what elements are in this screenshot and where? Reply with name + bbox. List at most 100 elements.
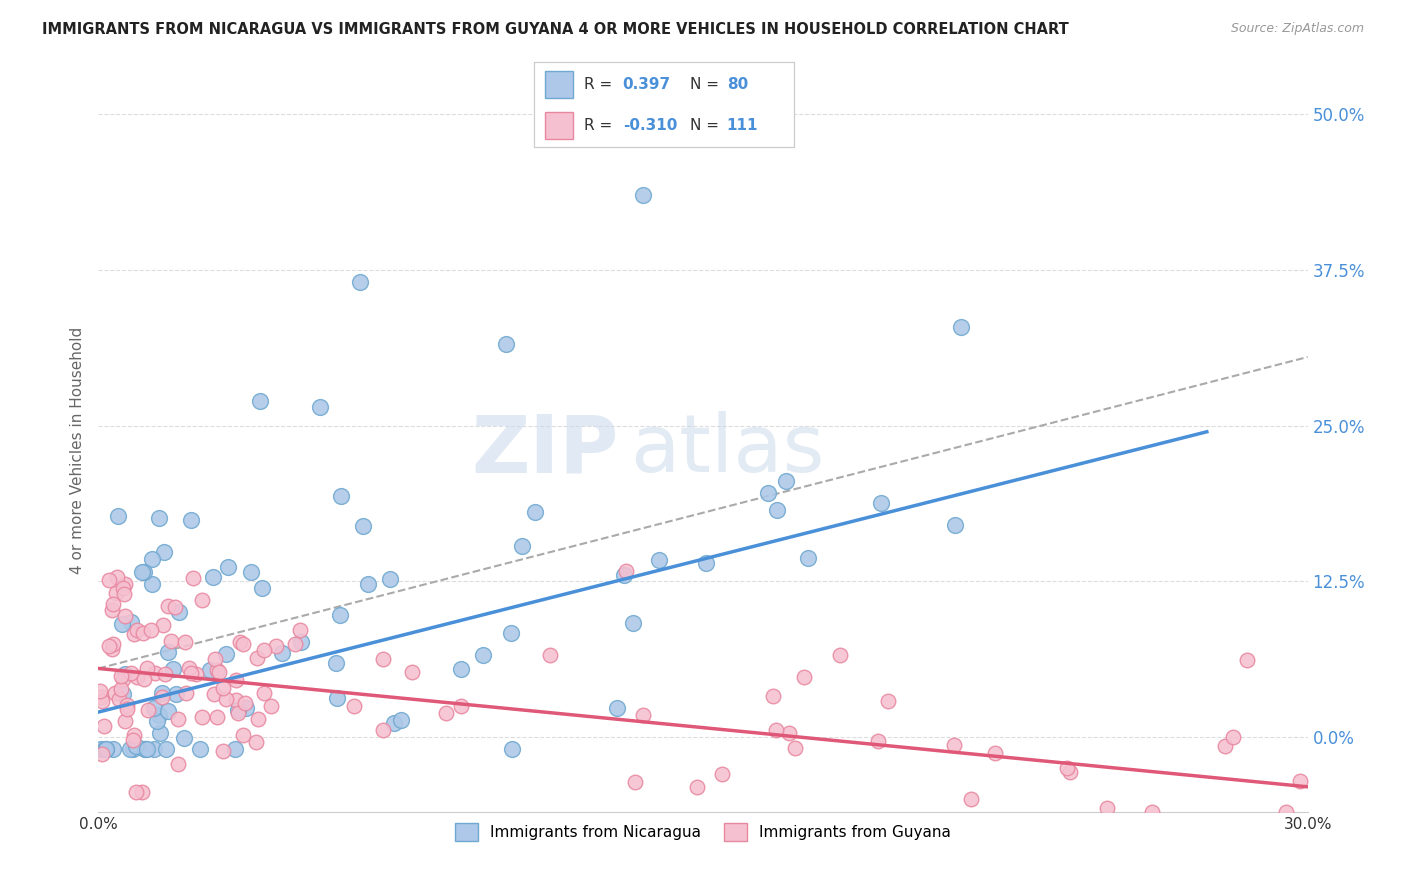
Point — [224, 742, 246, 756]
Point — [710, 766, 733, 780]
Point — [153, 667, 176, 681]
Point — [471, 648, 494, 662]
Point — [766, 503, 789, 517]
Point — [1275, 805, 1298, 819]
Point — [260, 698, 283, 713]
Point — [695, 556, 717, 570]
Point — [631, 188, 654, 202]
Point — [1236, 653, 1258, 667]
Point — [143, 701, 166, 715]
Point — [148, 511, 170, 525]
Point — [208, 665, 231, 679]
Point — [141, 552, 163, 566]
Point — [89, 684, 111, 698]
FancyBboxPatch shape — [544, 71, 574, 98]
Point — [866, 734, 889, 748]
Point — [145, 714, 167, 729]
Point — [125, 739, 148, 753]
Point — [160, 633, 183, 648]
FancyBboxPatch shape — [544, 112, 574, 139]
Point — [631, 707, 654, 722]
Point — [134, 742, 156, 756]
Point — [97, 573, 120, 587]
Point — [122, 732, 145, 747]
Point — [226, 703, 249, 717]
Point — [1222, 730, 1244, 744]
Point — [156, 599, 179, 613]
Point — [524, 504, 547, 518]
Point — [107, 691, 129, 706]
Point — [648, 553, 671, 567]
Point — [165, 599, 187, 614]
Point — [239, 566, 262, 580]
Point — [131, 565, 153, 579]
Point — [131, 785, 153, 799]
Point — [211, 744, 233, 758]
Point — [104, 686, 127, 700]
Text: N =: N = — [690, 77, 724, 92]
Point — [232, 637, 254, 651]
Point — [105, 585, 128, 599]
Point — [107, 509, 129, 524]
Point — [290, 635, 312, 649]
Point — [349, 275, 371, 289]
Point — [201, 570, 224, 584]
Point — [329, 607, 352, 622]
Point — [797, 550, 820, 565]
Legend: Immigrants from Nicaragua, Immigrants from Guyana: Immigrants from Nicaragua, Immigrants fr… — [449, 816, 957, 847]
Point — [225, 673, 247, 688]
Point — [233, 696, 256, 710]
Point — [870, 496, 893, 510]
Point — [100, 603, 122, 617]
Point — [180, 514, 202, 528]
Point — [205, 710, 228, 724]
Point — [174, 635, 197, 649]
Point — [110, 617, 132, 632]
Point — [212, 681, 235, 695]
Point — [329, 489, 352, 503]
Point — [101, 742, 124, 756]
Point — [141, 623, 163, 637]
Point — [624, 774, 647, 789]
Text: -0.310: -0.310 — [623, 118, 678, 133]
Point — [246, 651, 269, 665]
Point — [252, 685, 274, 699]
Point — [877, 694, 900, 708]
Point — [373, 651, 395, 665]
Point — [290, 623, 312, 637]
Point — [205, 663, 228, 677]
Point — [166, 757, 188, 772]
Point — [686, 780, 709, 795]
Point — [1288, 773, 1310, 788]
Point — [793, 670, 815, 684]
Text: Source: ZipAtlas.com: Source: ZipAtlas.com — [1230, 22, 1364, 36]
Point — [120, 615, 142, 629]
Point — [775, 474, 797, 488]
Point — [252, 581, 274, 595]
Point — [94, 742, 117, 756]
Point — [142, 742, 165, 756]
Point — [325, 656, 347, 670]
Point — [111, 673, 134, 687]
Point — [90, 742, 112, 756]
Point — [150, 685, 173, 699]
Point — [125, 670, 148, 684]
Point — [167, 605, 190, 619]
Text: N =: N = — [690, 118, 724, 133]
Point — [756, 486, 779, 500]
Point — [264, 639, 287, 653]
Point — [235, 701, 257, 715]
Point — [152, 618, 174, 632]
Point — [495, 337, 517, 351]
Point — [132, 626, 155, 640]
Point — [215, 647, 238, 661]
Point — [107, 570, 129, 584]
Point — [229, 634, 252, 648]
Point — [378, 572, 401, 586]
Point — [90, 690, 112, 705]
Point — [1097, 801, 1119, 815]
Point — [173, 731, 195, 745]
Point — [134, 742, 156, 756]
Point — [96, 742, 118, 756]
Point — [184, 666, 207, 681]
